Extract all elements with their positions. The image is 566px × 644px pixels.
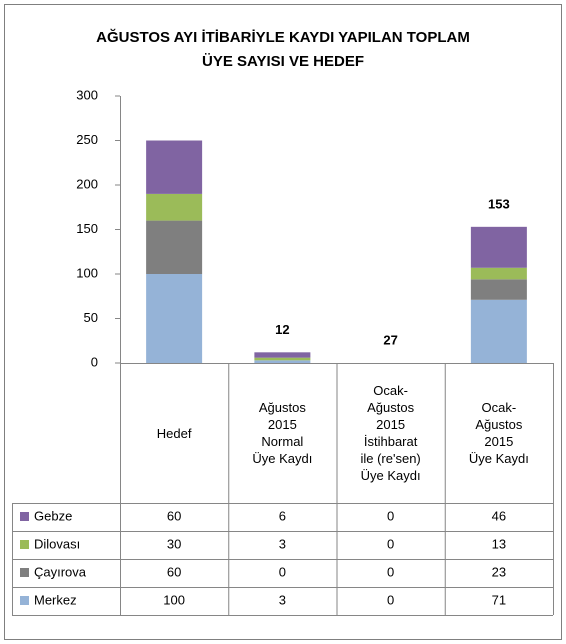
bar-segment (146, 193, 203, 221)
x-category-label: Ocak- Ağustos 2015 İstihbarat ile (re'se… (360, 383, 421, 483)
table-cell: 30 (167, 536, 181, 551)
table-cell: 60 (167, 508, 181, 523)
legend-label: Dilovası (34, 536, 80, 551)
total-label: 27 (383, 332, 397, 347)
table-cell: 0 (387, 508, 394, 523)
table-cell: 71 (492, 592, 506, 607)
x-category-label: Ağustos 2015 Normal Üye Kaydı (252, 400, 313, 466)
table-cell: 46 (492, 508, 506, 523)
legend-swatch (20, 596, 29, 605)
chart-border (4, 4, 562, 640)
table-cell: 0 (387, 536, 394, 551)
y-tick-label: 0 (91, 354, 98, 369)
y-tick-label: 250 (76, 132, 98, 147)
table-cell: 0 (279, 564, 286, 579)
legend-label: Merkez (34, 592, 77, 607)
table-cell: 0 (387, 564, 394, 579)
bar-segment (254, 360, 311, 363)
bar-segment (254, 352, 311, 358)
bar-segment (146, 220, 203, 274)
x-category-label: Ocak- Ağustos 2015 Üye Kaydı (468, 400, 529, 466)
table-cell: 0 (387, 592, 394, 607)
bar-segment (470, 279, 527, 300)
bar-segment (470, 267, 527, 280)
y-tick-label: 100 (76, 265, 98, 280)
table-cell: 6 (279, 508, 286, 523)
legend-swatch (20, 568, 29, 577)
x-category-label: Hedef (156, 425, 192, 441)
bar-segment (470, 226, 527, 268)
table-cell: 100 (163, 592, 185, 607)
y-tick-label: 150 (76, 221, 98, 236)
legend-label: Gebze (34, 508, 72, 523)
bar-segment (254, 357, 311, 361)
table-cell: 3 (279, 536, 286, 551)
total-label: 153 (488, 196, 510, 211)
legend-swatch (20, 512, 29, 521)
table-cell: 23 (492, 564, 506, 579)
bar-segment (470, 299, 527, 363)
table-cell: 13 (492, 536, 506, 551)
total-label: 12 (275, 322, 289, 337)
legend-label: Çayırova (34, 564, 87, 579)
y-tick-label: 300 (76, 87, 98, 102)
y-tick-label: 50 (84, 310, 98, 325)
chart-title: AĞUSTOS AYI İTİBARİYLE KAYDI YAPILAN TOP… (96, 29, 470, 70)
y-tick-label: 200 (76, 176, 98, 191)
bar-segment (146, 140, 203, 194)
bar-segment (146, 274, 203, 363)
table-cell: 3 (279, 592, 286, 607)
table-cell: 60 (167, 564, 181, 579)
legend-swatch (20, 540, 29, 549)
